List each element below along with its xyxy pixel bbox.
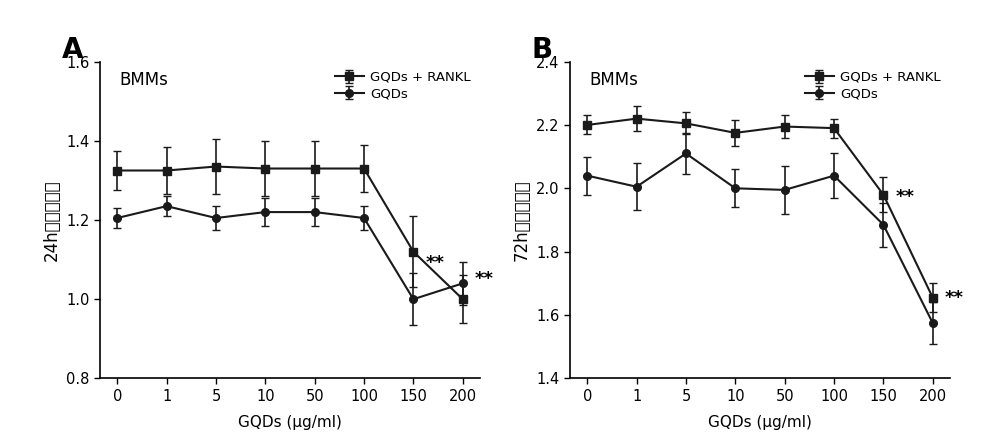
Text: **: ** (475, 270, 494, 288)
X-axis label: GQDs (μg/ml): GQDs (μg/ml) (708, 415, 812, 430)
Legend: GQDs + RANKL, GQDs: GQDs + RANKL, GQDs (802, 68, 943, 103)
Y-axis label: 72h的细胞活性: 72h的细胞活性 (513, 179, 531, 261)
Text: A: A (62, 36, 84, 64)
Text: B: B (532, 36, 553, 64)
Text: BMMs: BMMs (119, 71, 168, 89)
Text: **: ** (896, 188, 915, 206)
Legend: GQDs + RANKL, GQDs: GQDs + RANKL, GQDs (332, 68, 473, 103)
Text: **: ** (945, 289, 964, 307)
Text: **: ** (426, 254, 445, 272)
Y-axis label: 24h的细胞活性: 24h的细胞活性 (43, 179, 61, 261)
Text: BMMs: BMMs (589, 71, 638, 89)
X-axis label: GQDs (μg/ml): GQDs (μg/ml) (238, 415, 342, 430)
